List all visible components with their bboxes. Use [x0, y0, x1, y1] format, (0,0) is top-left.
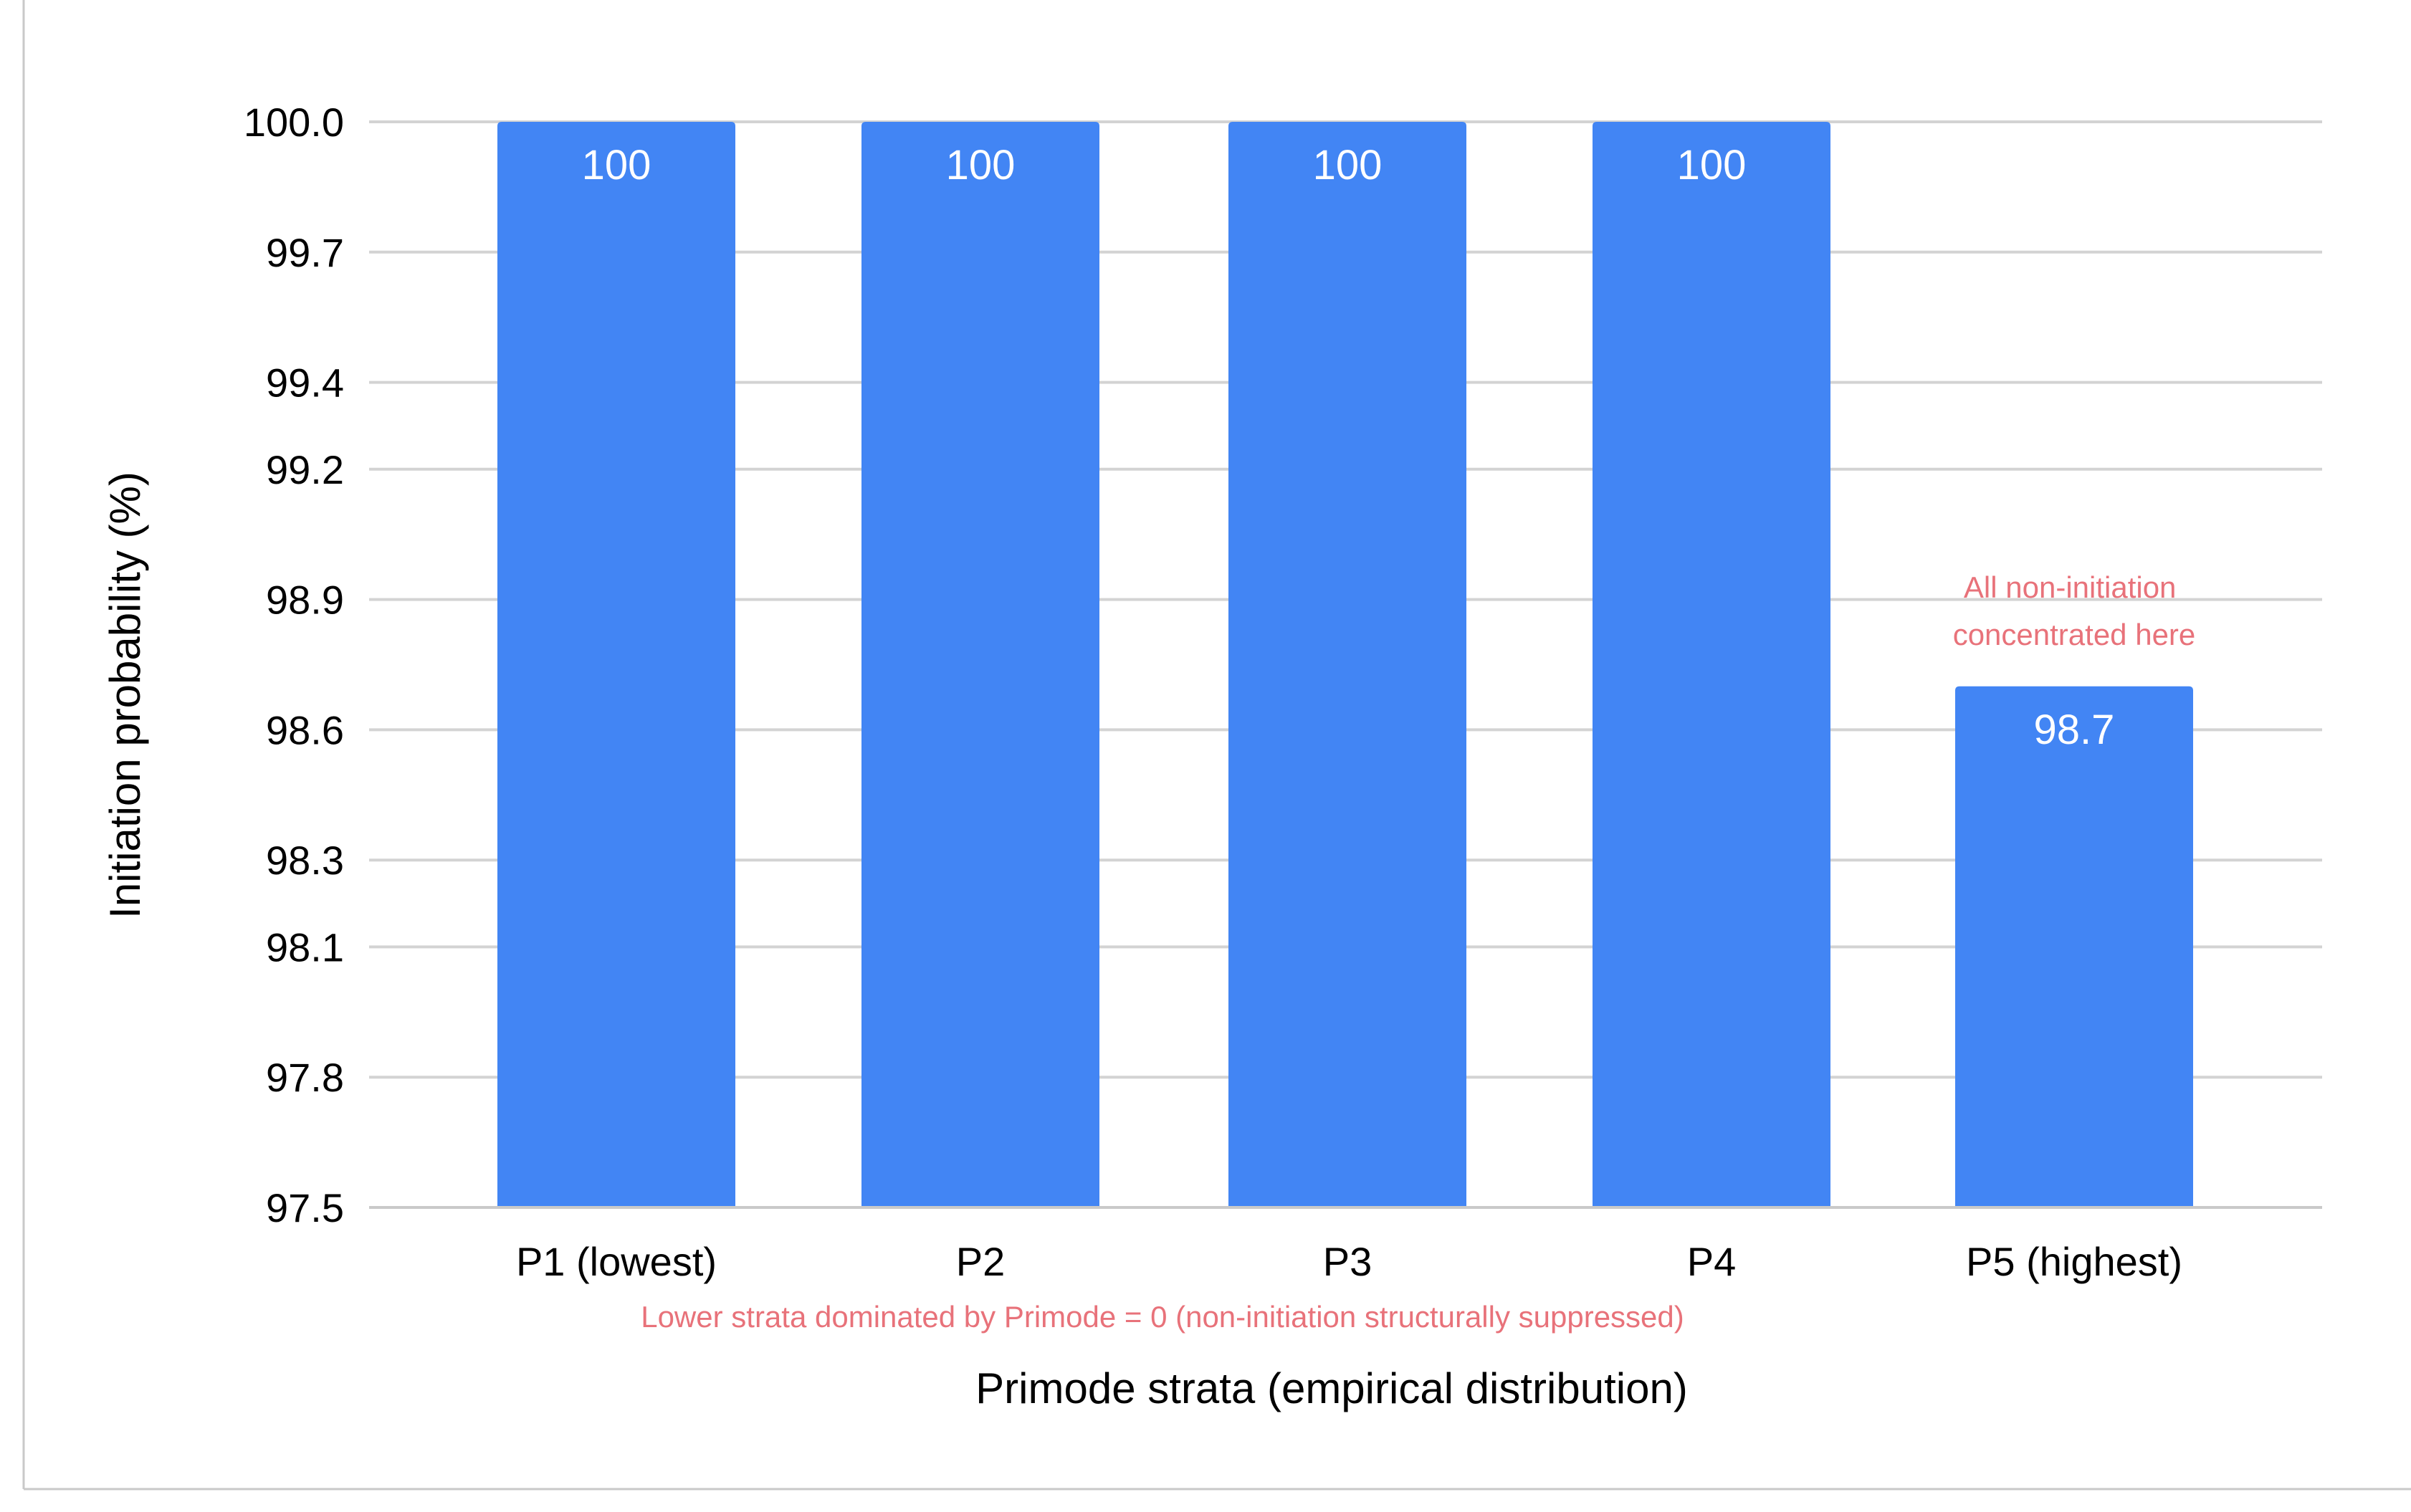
x-axis-tick-labels: P1 (lowest) P2 P3 P4 P5 (highest) [516, 1239, 2182, 1284]
bar [1228, 122, 1466, 1207]
bar-data-label: 98.7 [2034, 707, 2115, 753]
x-axis-title: Primode strata (empirical distribution) [975, 1364, 1688, 1412]
y-tick-label: 97.5 [266, 1185, 344, 1230]
y-tick-label: 98.3 [266, 838, 344, 883]
bar-data-label: 100 [1313, 142, 1383, 188]
x-tick-label: P5 (highest) [1966, 1239, 2182, 1284]
bar [1593, 122, 1830, 1207]
bar-data-labels: 100 100 100 100 98.7 [582, 142, 2115, 753]
y-tick-label: 99.2 [266, 447, 344, 492]
y-axis-tick-labels: 97.5 97.8 98.1 98.3 98.6 98.9 99.2 99.4 99.7 100.… [244, 100, 344, 1230]
bars [497, 122, 2193, 1207]
bar-data-label: 100 [946, 142, 1016, 188]
axis-annotation: Lower strata dominated by Primode = 0 (n… [641, 1300, 1684, 1334]
y-tick-label: 100.0 [244, 100, 344, 145]
bar-data-label: 100 [582, 142, 651, 188]
y-tick-label: 98.9 [266, 578, 344, 623]
bar-annotation-line-2: concentrated here [1953, 618, 2196, 651]
bar [1955, 686, 2193, 1207]
y-tick-label: 97.8 [266, 1055, 344, 1100]
bar [861, 122, 1099, 1207]
bar-annotation-line-1: All non-initiation [1964, 570, 2177, 604]
x-tick-label: P1 (lowest) [516, 1239, 717, 1284]
y-tick-label: 99.4 [266, 360, 344, 406]
bar [497, 122, 735, 1207]
bar-annotation: All non-initiation concentrated here [1953, 570, 2196, 651]
y-tick-label: 99.7 [266, 230, 344, 275]
x-tick-label: P4 [1687, 1239, 1737, 1284]
x-tick-label: P2 [956, 1239, 1006, 1284]
y-tick-label: 98.1 [266, 924, 344, 970]
x-tick-label: P3 [1323, 1239, 1372, 1284]
bar-data-label: 100 [1677, 142, 1747, 188]
y-axis-title: Initiation probability (%) [101, 472, 149, 919]
y-tick-label: 98.6 [266, 707, 344, 752]
